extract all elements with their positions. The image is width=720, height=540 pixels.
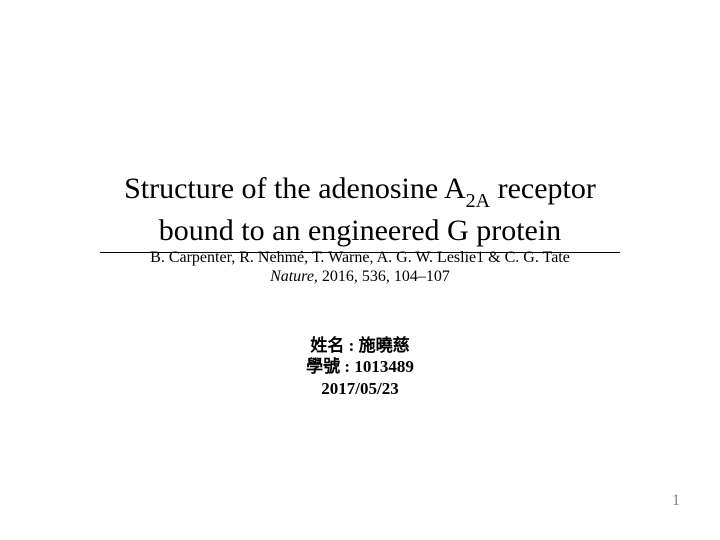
title-block: Structure of the adenosine A2A receptor … xyxy=(0,170,720,253)
authors: B. Carpenter, R. Nehmé, T. Warne, A. G. … xyxy=(0,249,720,267)
info-id-row: 學號 : 1013489 xyxy=(0,356,720,377)
info-name-label: 姓名 : xyxy=(310,336,358,355)
title-line-2: bound to an engineered G protein xyxy=(0,212,720,250)
title-post: receptor xyxy=(490,172,596,205)
info-date: 2017/05/23 xyxy=(0,378,720,399)
info-name-row: 姓名 : 施曉慈 xyxy=(0,335,720,356)
citation-journal: Nature xyxy=(270,268,314,285)
title-subscript: 2A xyxy=(466,190,490,212)
title-line-1: Structure of the adenosine A2A receptor xyxy=(0,170,720,212)
info-id-value: 1013489 xyxy=(354,357,414,376)
title-pre: Structure of the adenosine A xyxy=(124,172,466,205)
info-id-label: 學號 : xyxy=(306,357,354,376)
info-block: 姓名 : 施曉慈 學號 : 1013489 2017/05/23 xyxy=(0,335,720,399)
page-number: 1 xyxy=(672,492,680,510)
slide: Structure of the adenosine A2A receptor … xyxy=(0,0,720,540)
citation: Nature, 2016, 536, 104–107 xyxy=(0,268,720,286)
citation-rest: , 2016, 536, 104–107 xyxy=(314,268,450,285)
info-name-value: 施曉慈 xyxy=(359,336,410,355)
